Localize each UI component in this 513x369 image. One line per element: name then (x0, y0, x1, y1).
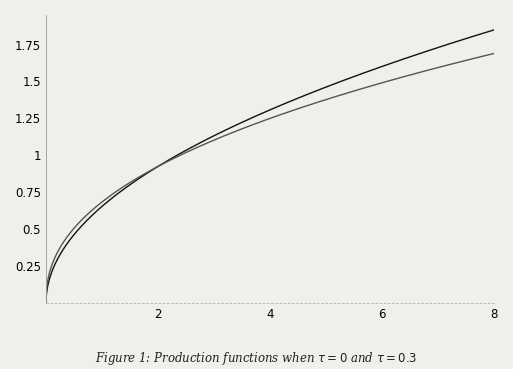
Text: Figure 1: Production functions when $\tau=0$ and $\tau = 0.3$: Figure 1: Production functions when $\ta… (95, 349, 418, 367)
